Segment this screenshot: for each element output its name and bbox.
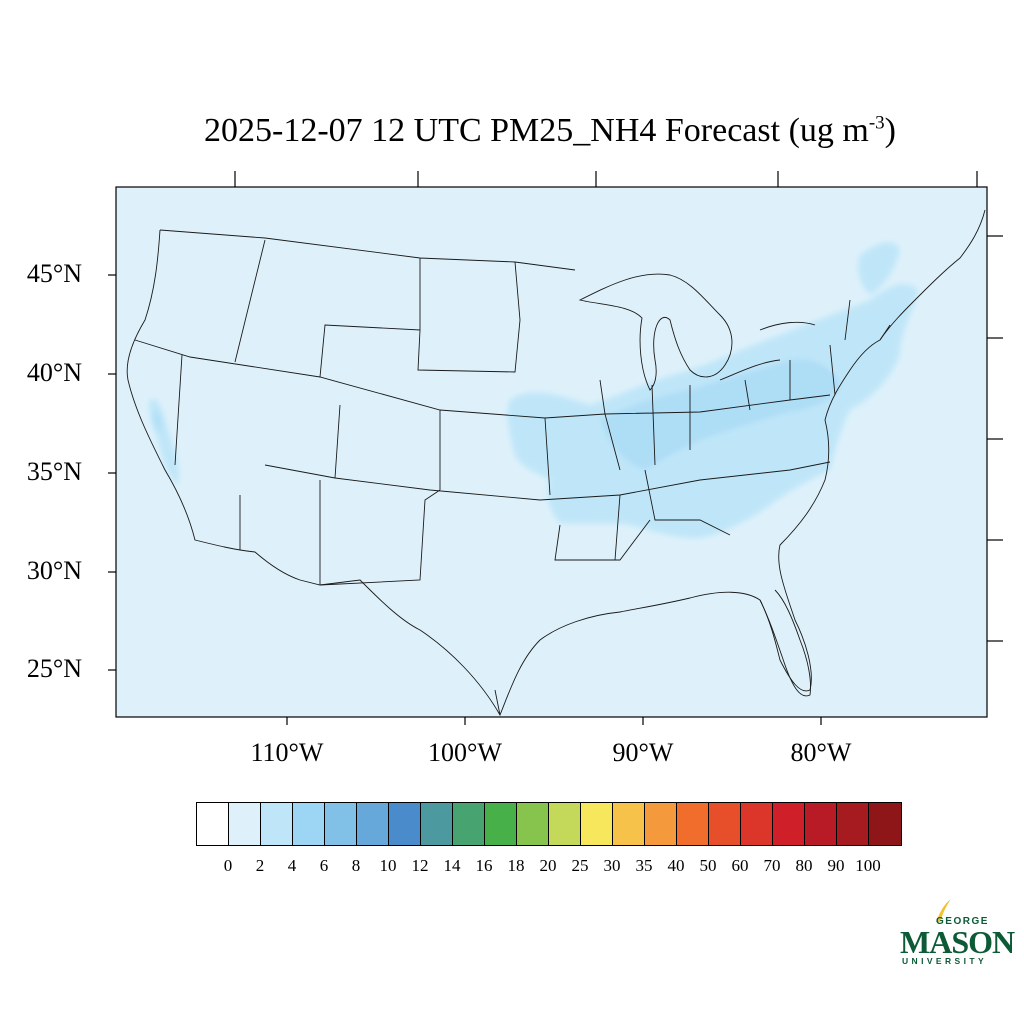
legend-swatch [197,803,229,845]
legend-label: 20 [539,856,557,875]
legend-swatch [261,803,293,845]
legend-swatch [581,803,613,845]
legend-swatch [869,803,901,845]
great-lakes [578,273,816,391]
title-text: 2025-12-07 12 UTC PM25_NH4 Forecast (ug … [204,112,869,149]
legend-swatch [741,803,773,845]
legend-label: 8 [351,856,361,875]
coastline [126,209,986,717]
legend-label: 14 [443,856,461,875]
legend-label: 10 [379,856,397,875]
legend-label: 100 [855,856,881,875]
legend-label: 70 [763,856,781,875]
legend-swatch [709,803,741,845]
legend-swatch [453,803,485,845]
legend-swatch [421,803,453,845]
legend-swatch [837,803,869,845]
legend-label: 50 [699,856,717,875]
lon-label-100w: 100°W [428,738,502,767]
legend-label: 16 [475,856,493,875]
state-boundaries [134,229,891,716]
legend-swatch [613,803,645,845]
legend-swatch [773,803,805,845]
logo-swoosh-icon [936,899,951,922]
legend-label: 12 [411,856,429,875]
legend-swatch [485,803,517,845]
legend-label: 80 [795,856,813,875]
legend-swatch [517,803,549,845]
legend-label: 4 [287,856,297,875]
legend-swatch [645,803,677,845]
lat-label-25: 25°N [26,654,82,683]
concentration-field-inner [154,359,840,470]
map-title: 2025-12-07 12 UTC PM25_NH4 Forecast (ug … [0,112,1024,150]
legend-swatch [805,803,837,845]
title-close: ) [884,112,896,149]
legend-swatch [549,803,581,845]
legend-label: 30 [603,856,621,875]
tick-marks [108,171,1003,725]
legend-swatch [677,803,709,845]
legend-label: 90 [827,856,845,875]
legend-label: 40 [667,856,685,875]
map-outlines [126,209,986,717]
title-superscript: -3 [868,112,885,134]
legend-label: 60 [731,856,749,875]
legend-label: 0 [223,856,233,875]
legend-swatch [293,803,325,845]
lat-label-35: 35°N [26,457,82,486]
legend-label: 18 [507,856,525,875]
logo-line-george: GEORGE [936,916,989,927]
legend-swatch [325,803,357,845]
lon-label-110w: 110°W [250,738,324,767]
color-legend [196,802,902,846]
lon-label-90w: 90°W [612,738,674,767]
plot-frame [115,186,988,718]
gmu-logo: GEORGE MASON UNIVERSITY [900,898,1015,970]
florida [759,589,811,697]
lat-label-40: 40°N [26,358,82,387]
legend-swatch [357,803,389,845]
lat-label-45: 45°N [26,259,82,288]
logo-line-mason: MASON [900,924,1015,960]
legend-swatch [229,803,261,845]
legend-label: 25 [571,856,589,875]
lat-label-30: 30°N [26,556,82,585]
legend-label: 2 [255,856,265,875]
lon-label-80w: 80°W [790,738,852,767]
legend-label: 35 [635,856,653,875]
legend-label: 6 [319,856,329,875]
logo-line-university: UNIVERSITY [902,956,988,966]
legend-swatch [389,803,421,845]
